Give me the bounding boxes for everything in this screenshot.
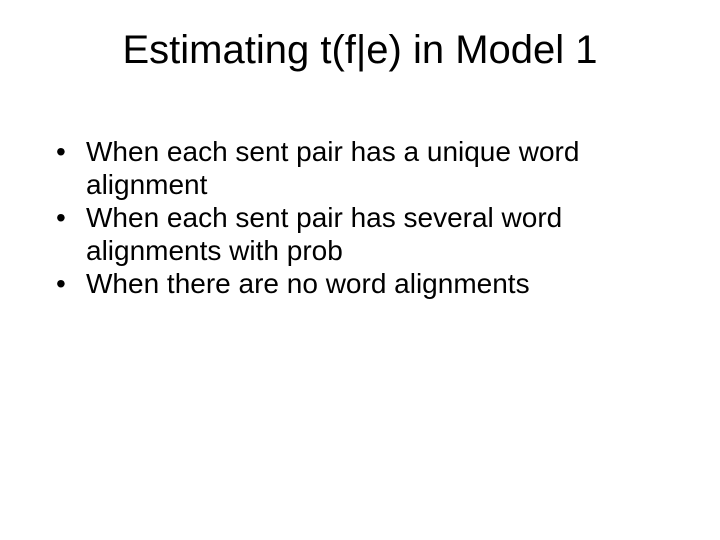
bullet-list: When each sent pair has a unique word al…: [40, 135, 680, 300]
slide: Estimating t(f|e) in Model 1 When each s…: [0, 0, 720, 540]
list-item: When each sent pair has a unique word al…: [56, 135, 680, 201]
list-item: When there are no word alignments: [56, 267, 680, 300]
slide-title: Estimating t(f|e) in Model 1: [40, 28, 680, 73]
list-item: When each sent pair has several word ali…: [56, 201, 680, 267]
